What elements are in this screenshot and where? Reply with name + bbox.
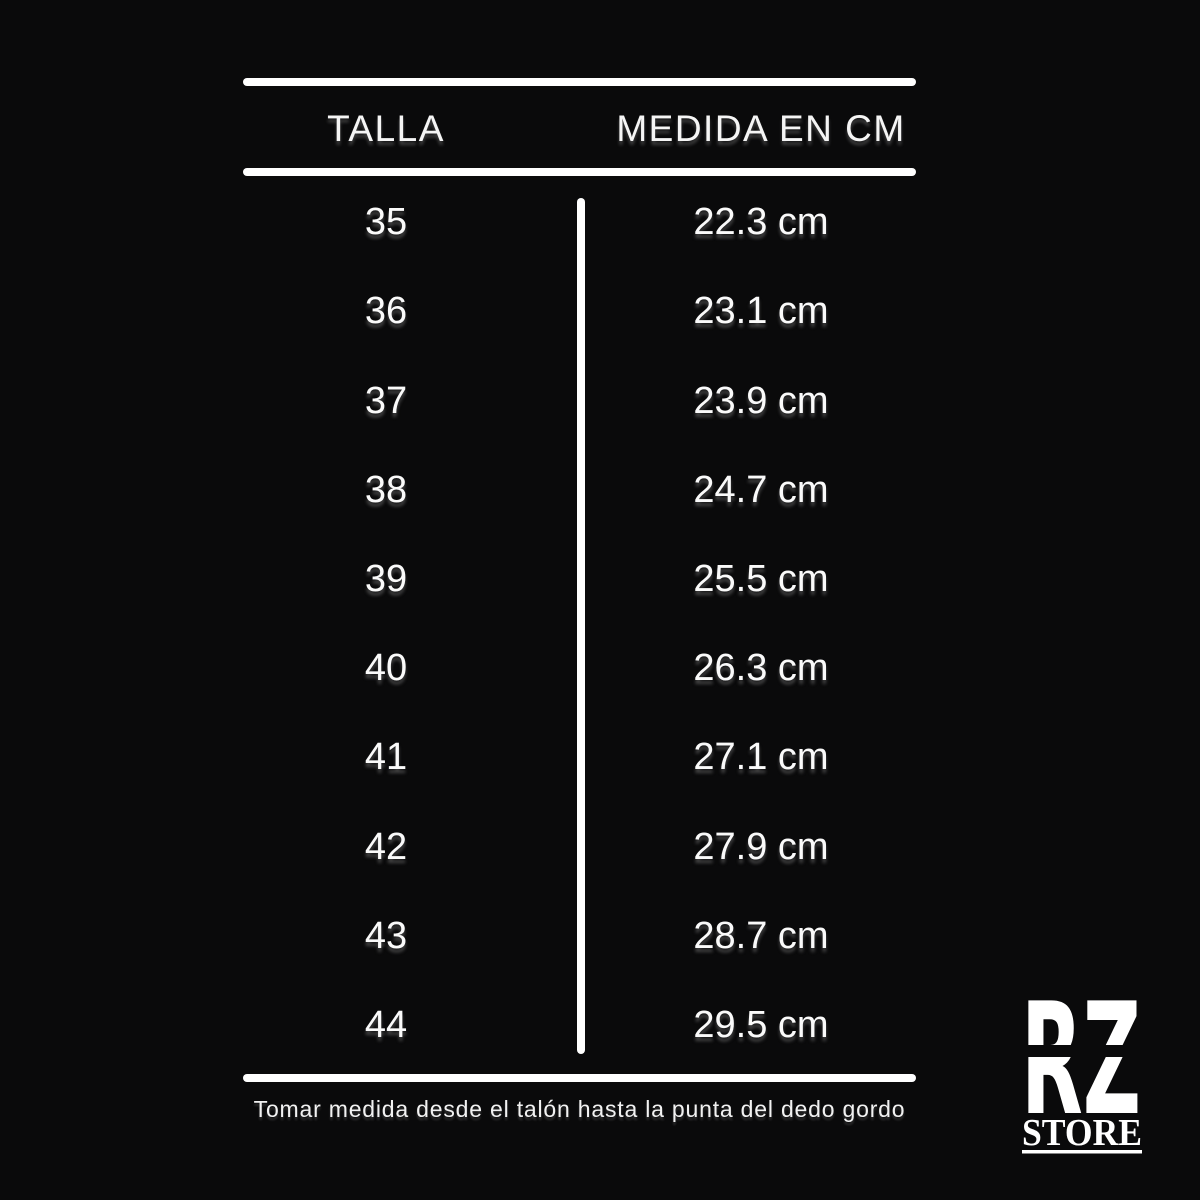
table-row: 37 23.9 cm <box>243 356 916 445</box>
table-body: 35 22.3 cm 36 23.1 cm 37 23.9 cm 38 24.7 cm 39 25… <box>243 178 916 1070</box>
size-value: 42 <box>364 825 408 868</box>
brand-logo-graphic: RZ RZ STORE <box>1021 1000 1142 1154</box>
measure-value: 24.7 cm <box>693 468 829 511</box>
table-row: 39 25.5 cm <box>243 535 916 624</box>
size-value: 40 <box>364 647 408 690</box>
measure-value: 22.3 cm <box>693 201 829 244</box>
size-value: 43 <box>364 914 408 957</box>
size-value: 38 <box>364 468 408 511</box>
table-row: 43 28.7 cm <box>243 892 916 981</box>
bottom-divider-line <box>243 1074 916 1082</box>
column-header-medida: MEDIDA EN CM <box>616 108 906 149</box>
table-row: 36 23.1 cm <box>243 267 916 356</box>
top-divider-line <box>243 78 916 86</box>
monogram-bottom-half: RZ <box>1021 1000 1141 1146</box>
header-divider-line <box>243 168 916 176</box>
size-value: 44 <box>364 1003 408 1046</box>
table-row: 35 22.3 cm <box>243 178 916 267</box>
table-row: 38 24.7 cm <box>243 446 916 535</box>
measure-value: 27.1 cm <box>693 736 829 779</box>
measure-value: 23.9 cm <box>693 379 829 422</box>
table-row: 41 27.1 cm <box>243 713 916 802</box>
measurement-instruction: Tomar medida desde el talón hasta la pun… <box>253 1096 906 1122</box>
size-value: 41 <box>364 736 408 779</box>
size-value: 36 <box>364 290 408 333</box>
store-wordmark: STORE <box>1022 1112 1142 1154</box>
measure-value: 27.9 cm <box>693 825 829 868</box>
measure-value: 28.7 cm <box>693 914 829 957</box>
size-value: 39 <box>364 557 408 600</box>
table-row: 42 27.9 cm <box>243 802 916 891</box>
size-value: 35 <box>364 201 408 244</box>
measure-value: 29.5 cm <box>693 1003 829 1046</box>
table-header: TALLA MEDIDA EN CM <box>243 86 916 172</box>
measure-value: 23.1 cm <box>693 290 829 333</box>
size-value: 37 <box>364 379 408 422</box>
table-row: 40 26.3 cm <box>243 624 916 713</box>
store-underline <box>1022 1150 1142 1154</box>
brand-logo: RZ RZ STORE <box>1020 1000 1144 1161</box>
measure-value: 26.3 cm <box>693 647 829 690</box>
column-header-talla: TALLA <box>327 108 445 149</box>
measure-value: 25.5 cm <box>693 557 829 600</box>
monogram-top-half: RZ <box>1021 1000 1141 1134</box>
table-row: 44 29.5 cm <box>243 981 916 1070</box>
column-divider-line <box>577 198 585 1054</box>
